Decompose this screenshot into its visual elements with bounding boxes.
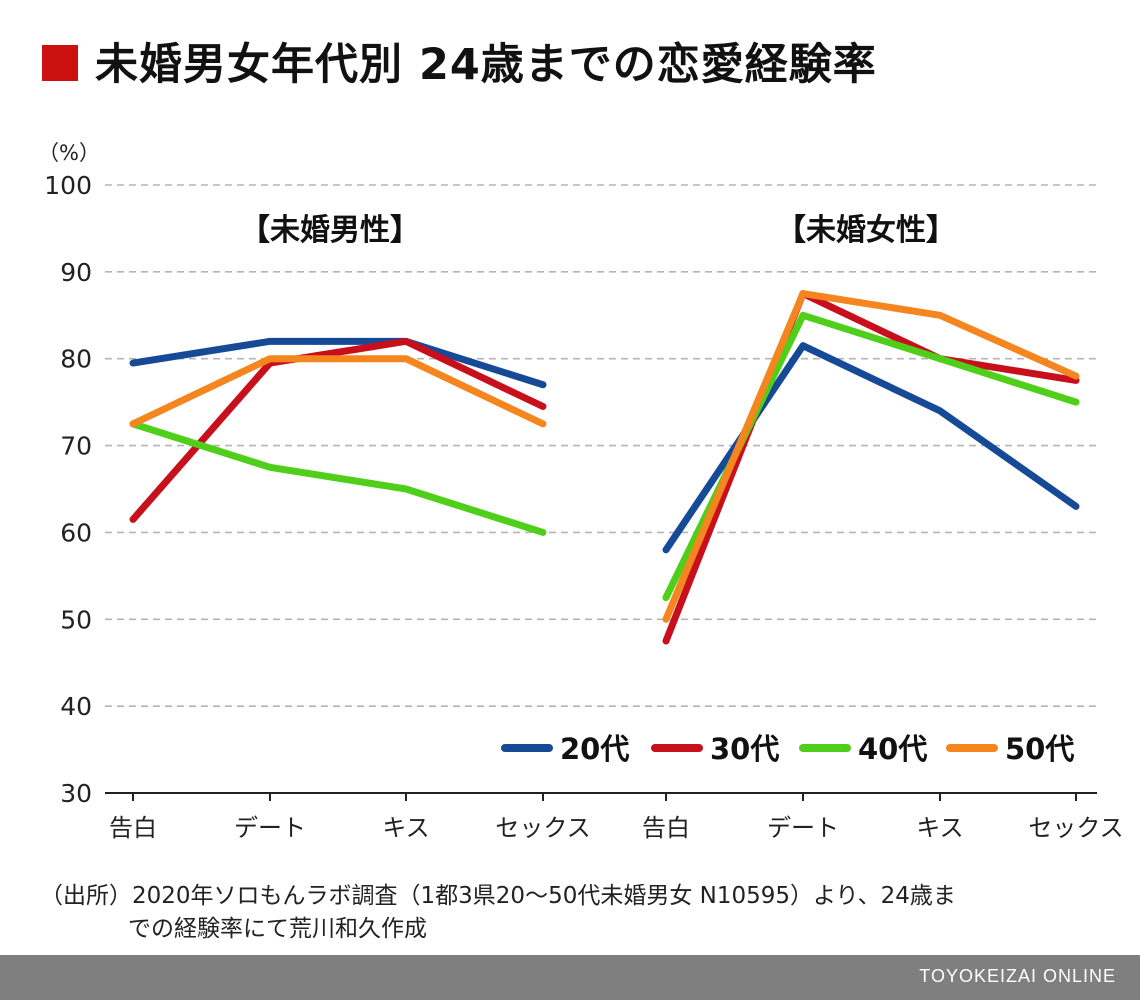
x-tick-label-2-3: キス [916, 814, 963, 842]
x-tick-label-1-2: デート [234, 814, 306, 842]
source-line-1: （出所）2020年ソロもんラボ調査（1都3県20〜50代未婚男女 N10595）… [40, 883, 956, 909]
series-line-panel1-50代 [129, 355, 547, 428]
legend-label-40代: 40代 [858, 732, 927, 766]
x-tick-label-2-2: デート [767, 814, 839, 842]
y-axis-unit-label: （%） [38, 141, 100, 165]
series-line-panel1-30代 [129, 337, 547, 523]
y-tick-label-50: 50 [60, 605, 92, 634]
x-tick-label-1-4: セックス [495, 814, 590, 842]
panel-title-2: 【未婚女性】 [776, 213, 956, 248]
series-line-panel1-40代 [129, 420, 547, 536]
x-tick-label-1-3: キス [382, 814, 429, 842]
x-tick-label-2-1: 告白 [642, 814, 690, 842]
x-tick-label-1-1: 告白 [109, 814, 157, 842]
source-note: （出所）2020年ソロもんラボ調査（1都3県20〜50代未婚男女 N10595）… [40, 880, 1110, 946]
x-tick-label-2-4: セックス [1028, 814, 1123, 842]
legend-label-30代: 30代 [710, 732, 779, 766]
footer-bar: TOYOKEIZAI ONLINE [0, 955, 1140, 1000]
y-tick-label-60: 60 [60, 518, 92, 547]
series-line-panel2-50代 [662, 290, 1080, 623]
footer-brand: TOYOKEIZAI ONLINE [919, 966, 1116, 986]
panel-title-1: 【未婚男性】 [240, 213, 420, 248]
series-line-panel2-20代 [662, 342, 1080, 554]
title-marker [42, 45, 78, 81]
chart-title: 未婚男女年代別 24歳までの恋愛経験率 [95, 40, 877, 90]
y-tick-label-90: 90 [60, 258, 92, 287]
legend-label-20代: 20代 [560, 732, 629, 766]
source-line-2: での経験率にて荒川和久作成 [128, 916, 427, 942]
line-chart: （%） 30 40 50 60 70 80 90 100 【未婚男性】告白 デート キス セックス 【未婚… [38, 141, 1124, 842]
y-tick-label-30: 30 [60, 779, 92, 808]
series-line-panel2-30代 [662, 290, 1080, 645]
y-tick-label-70: 70 [60, 432, 92, 461]
y-tick-label-80: 80 [60, 345, 92, 374]
legend-label-50代: 50代 [1005, 732, 1074, 766]
y-tick-label-100: 100 [44, 171, 92, 200]
y-tick-label-40: 40 [60, 692, 92, 721]
series-line-panel1-20代 [129, 337, 547, 389]
